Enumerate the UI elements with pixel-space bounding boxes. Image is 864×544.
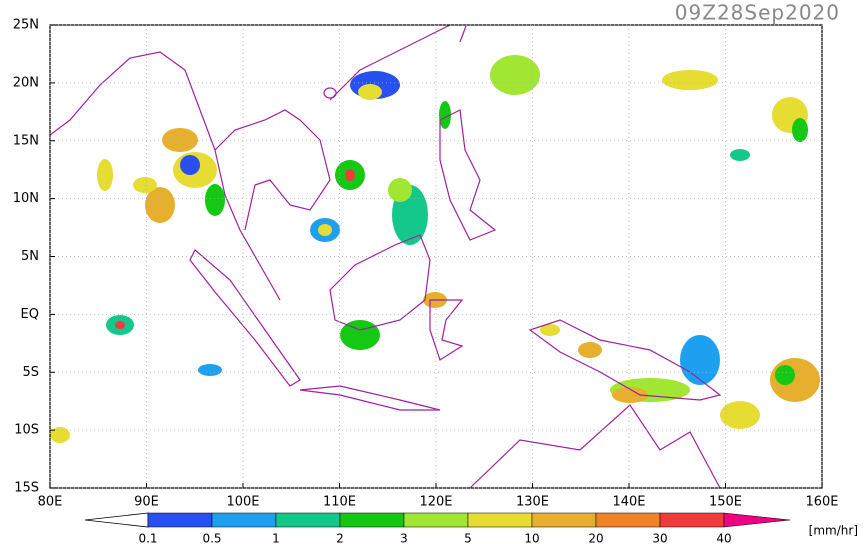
colorbar-bin: [467, 512, 533, 528]
x-tick-label: 160E: [805, 495, 838, 510]
coastlines: [49, 24, 722, 489]
colorbar-label: 0.5: [202, 532, 221, 544]
y-tick-label: 10N: [13, 191, 39, 206]
colorbar-label: 0.1: [138, 532, 157, 544]
y-tick-label: 10S: [14, 423, 39, 438]
x-tick-label: 150E: [709, 495, 742, 510]
y-tick-label: EQ: [21, 307, 39, 322]
colorbar-bin: [275, 512, 341, 528]
colorbar-bin: [339, 512, 405, 528]
y-tick-label: 15S: [14, 481, 39, 496]
y-tick-label: 15N: [13, 133, 39, 148]
colorbar-bin: [403, 512, 469, 528]
colorbar-label: 2: [336, 532, 344, 544]
y-tick-label: 5S: [22, 365, 39, 380]
x-tick-label: 140E: [612, 495, 645, 510]
y-tick-label: 5N: [21, 249, 39, 264]
x-tick-label: 100E: [226, 495, 259, 510]
colorbar-under: [84, 512, 149, 528]
x-tick-label: 110E: [323, 495, 356, 510]
colorbar-label: 5: [464, 532, 472, 544]
colorbar-bin: [147, 512, 213, 528]
colorbar-label: 10: [524, 532, 539, 544]
colorbar-label: 40: [716, 532, 731, 544]
map-title: 09Z28Sep2020: [675, 1, 840, 25]
colorbar-over: [723, 512, 791, 528]
x-tick-label: 130E: [516, 495, 549, 510]
colorbar-label: 20: [588, 532, 603, 544]
colorbar-label: 30: [652, 532, 667, 544]
rain-field: [50, 55, 820, 443]
x-tick-label: 120E: [419, 495, 452, 510]
colorbar-label: 3: [400, 532, 408, 544]
colorbar-label: 1: [272, 532, 280, 544]
colorbar-bin: [531, 512, 597, 528]
colorbar-unit: [mm/hr]: [809, 524, 858, 538]
x-tick-label: 80E: [38, 495, 63, 510]
y-tick-label: 20N: [13, 75, 39, 90]
colorbar-bin: [595, 512, 661, 528]
colorbar-bin: [211, 512, 277, 528]
y-tick-label: 25N: [13, 18, 39, 33]
x-tick-label: 90E: [134, 495, 159, 510]
colorbar-bin: [659, 512, 725, 528]
